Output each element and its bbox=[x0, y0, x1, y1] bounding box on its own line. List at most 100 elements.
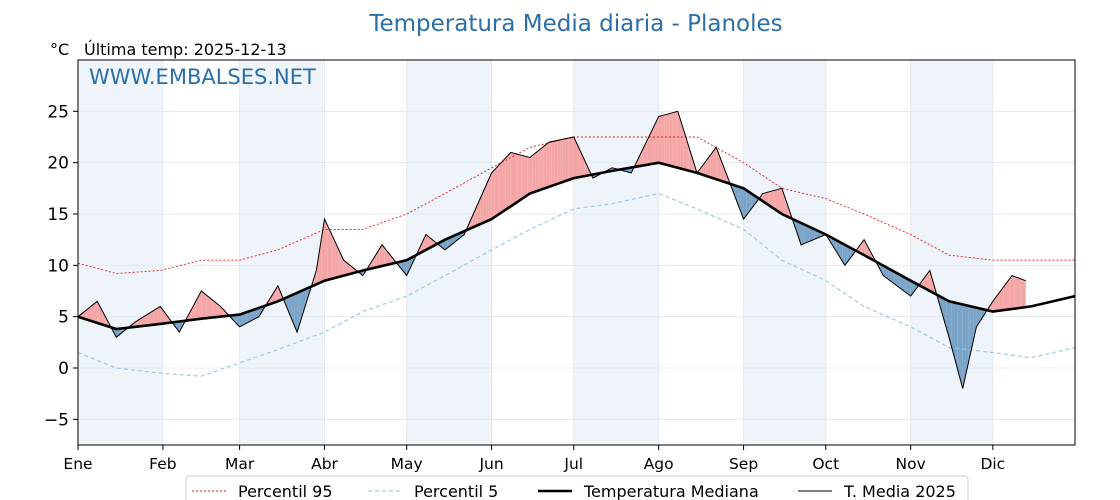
anomaly-below bbox=[250, 309, 254, 322]
anomaly-above bbox=[209, 297, 213, 318]
anomaly-above bbox=[716, 147, 719, 181]
anomaly-below bbox=[245, 311, 248, 324]
anomaly-below bbox=[258, 306, 262, 317]
anomaly-above bbox=[858, 243, 862, 254]
anomaly-above bbox=[338, 248, 341, 278]
anomaly-above bbox=[384, 248, 388, 266]
anomaly-above bbox=[138, 318, 141, 327]
x-tick-label: Feb bbox=[149, 455, 176, 473]
y-tick-label: 15 bbox=[47, 205, 69, 225]
x-tick-label: Oct bbox=[812, 455, 839, 473]
anomaly-above bbox=[995, 293, 999, 312]
anomaly-above bbox=[527, 156, 530, 196]
x-tick-label: Dic bbox=[980, 455, 1005, 473]
month-band bbox=[910, 60, 993, 445]
anomaly-above bbox=[779, 188, 782, 214]
anomaly-above bbox=[557, 139, 561, 184]
anomaly-above bbox=[521, 155, 525, 199]
anomaly-above bbox=[691, 155, 695, 173]
anomaly-below bbox=[907, 279, 911, 297]
anomaly-above bbox=[349, 264, 352, 275]
anomaly-above bbox=[524, 156, 528, 198]
anomaly-above bbox=[203, 293, 207, 319]
anomaly-below bbox=[902, 276, 906, 293]
anomaly-above bbox=[929, 270, 933, 293]
unit-label: °C bbox=[50, 40, 69, 59]
anomaly-above bbox=[105, 316, 109, 327]
anomaly-above bbox=[198, 291, 202, 320]
anomaly-above bbox=[773, 189, 777, 211]
anomaly-above bbox=[707, 154, 711, 178]
anomaly-above bbox=[102, 311, 106, 326]
anomaly-above bbox=[710, 150, 714, 179]
anomaly-below bbox=[899, 274, 903, 290]
anomaly-above bbox=[502, 158, 506, 212]
anomaly-above bbox=[143, 314, 147, 326]
anomaly-above bbox=[151, 309, 155, 325]
anomaly-above bbox=[765, 192, 769, 205]
anomaly-below bbox=[803, 224, 807, 244]
anomaly-above bbox=[154, 308, 158, 325]
y-tick-label: 0 bbox=[58, 359, 69, 379]
anomaly-below bbox=[743, 188, 747, 220]
anomaly-above bbox=[269, 294, 273, 305]
anomaly-below bbox=[981, 308, 985, 319]
anomaly-below bbox=[896, 273, 900, 288]
anomaly-above bbox=[157, 306, 161, 325]
anomaly-above bbox=[669, 112, 673, 167]
anomaly-below bbox=[176, 321, 180, 333]
anomaly-below bbox=[954, 302, 958, 368]
anomaly-below bbox=[735, 185, 739, 205]
anomaly-above bbox=[165, 313, 169, 324]
x-tick-label: Sep bbox=[729, 455, 758, 473]
anomaly-below bbox=[749, 192, 752, 212]
anomaly-above bbox=[680, 120, 684, 170]
anomaly-above bbox=[562, 138, 566, 182]
anomaly-above bbox=[650, 127, 654, 165]
anomaly-above bbox=[425, 234, 429, 250]
anomaly-below bbox=[806, 225, 810, 243]
anomaly-below bbox=[242, 312, 246, 326]
anomaly-below bbox=[842, 243, 845, 266]
anomaly-fills bbox=[78, 111, 1026, 389]
anomaly-below bbox=[740, 187, 744, 220]
anomaly-above bbox=[379, 244, 383, 267]
anomaly-above bbox=[516, 153, 519, 203]
anomaly-above bbox=[88, 305, 92, 322]
anomaly-above bbox=[554, 140, 558, 185]
anomaly-above bbox=[861, 239, 865, 256]
anomaly-above bbox=[428, 236, 432, 249]
anomaly-above bbox=[664, 114, 667, 165]
month-band bbox=[78, 60, 163, 445]
anomaly-above bbox=[705, 158, 708, 177]
anomaly-above bbox=[223, 309, 226, 317]
anomaly-below bbox=[905, 277, 908, 295]
anomaly-above bbox=[551, 140, 555, 186]
anomaly-above bbox=[214, 302, 218, 318]
series-lines bbox=[77, 110, 1076, 389]
anomaly-above bbox=[510, 152, 514, 207]
anomaly-below bbox=[883, 265, 887, 278]
anomaly-above bbox=[335, 242, 339, 278]
anomaly-above bbox=[513, 153, 517, 205]
anomaly-above bbox=[571, 137, 574, 180]
watermark: WWW.EMBALSES.NET bbox=[89, 65, 316, 89]
anomaly-above bbox=[699, 165, 703, 175]
anomaly-above bbox=[776, 189, 780, 213]
anomaly-below bbox=[445, 238, 448, 250]
x-tick-label: Jul bbox=[563, 455, 583, 473]
legend-label: Percentil 5 bbox=[414, 482, 498, 500]
anomaly-below bbox=[962, 304, 966, 389]
y-tick-label: 20 bbox=[47, 154, 69, 174]
anomaly-above bbox=[160, 306, 163, 324]
x-axis: Ene Feb Mar Abr May Jun Jul Ago Sep Oct Nov Dic bbox=[63, 445, 1005, 473]
anomaly-above bbox=[190, 306, 194, 321]
anomaly-below bbox=[798, 221, 802, 245]
anomaly-above bbox=[212, 299, 215, 318]
anomaly-above bbox=[661, 115, 665, 165]
anomaly-below bbox=[113, 328, 117, 338]
anomaly-above bbox=[1014, 276, 1018, 309]
anomaly-above bbox=[508, 152, 511, 209]
anomaly-above bbox=[546, 142, 550, 188]
anomaly-above bbox=[549, 141, 552, 187]
